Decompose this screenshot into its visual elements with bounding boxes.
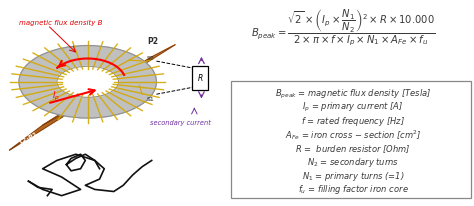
Text: $f$ = rated frequency [Hz]: $f$ = rated frequency [Hz] xyxy=(301,115,405,127)
Text: $N_1$ = primary turns (=1): $N_1$ = primary turns (=1) xyxy=(302,169,404,182)
Text: $I_p$ = primary current [A]: $I_p$ = primary current [A] xyxy=(302,101,404,114)
Text: L2-P1: L2-P1 xyxy=(19,130,39,144)
Text: P2: P2 xyxy=(147,36,158,45)
Text: $N_2$ = secondary turns: $N_2$ = secondary turns xyxy=(307,155,399,168)
Polygon shape xyxy=(9,58,152,150)
Ellipse shape xyxy=(57,67,118,98)
Polygon shape xyxy=(43,45,175,126)
Text: $A_{Fe}$ = iron cross $-$ section [cm$^2$]: $A_{Fe}$ = iron cross $-$ section [cm$^2… xyxy=(285,128,421,142)
Text: S2: S2 xyxy=(147,56,155,61)
Text: R: R xyxy=(197,74,203,83)
Text: $B_{peak} = \dfrac{\sqrt{2} \times \left(I_p \times \dfrac{N_1}{N_2}\right)^2 \t: $B_{peak} = \dfrac{\sqrt{2} \times \left… xyxy=(252,8,436,48)
FancyBboxPatch shape xyxy=(231,82,471,198)
FancyBboxPatch shape xyxy=(192,66,208,90)
Text: $I_p$: $I_p$ xyxy=(52,90,60,103)
Text: $f_u$ = filling factor iron core: $f_u$ = filling factor iron core xyxy=(298,183,409,195)
Text: $B_{peak}$ = magnetic flux density [Tesla]: $B_{peak}$ = magnetic flux density [Tesl… xyxy=(275,87,431,100)
Text: magnetic flux density B: magnetic flux density B xyxy=(19,20,102,26)
Ellipse shape xyxy=(19,46,156,118)
Text: $R$ =  burden resistor [Ohm]: $R$ = burden resistor [Ohm] xyxy=(295,142,411,154)
Text: secondary current: secondary current xyxy=(150,119,210,126)
Text: S1: S1 xyxy=(147,97,155,102)
